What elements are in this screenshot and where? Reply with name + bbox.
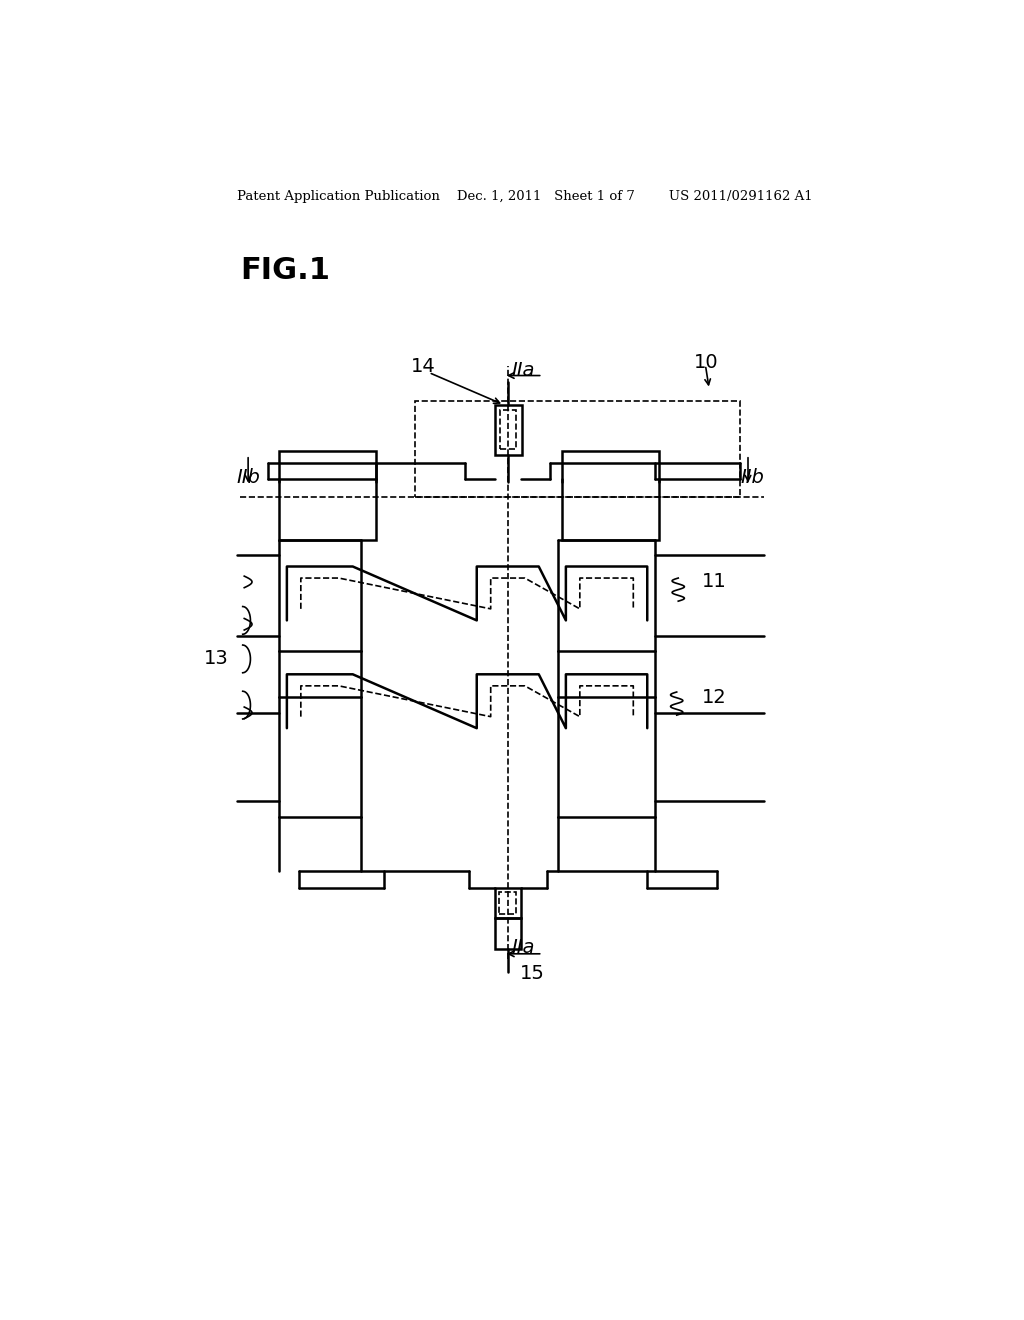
Bar	[415, 401, 740, 498]
Text: 13: 13	[204, 649, 228, 668]
Bar	[495, 919, 521, 949]
Text: IIb: IIb	[237, 469, 260, 487]
Text: IIa: IIa	[512, 939, 536, 957]
Text: Patent Application Publication    Dec. 1, 2011   Sheet 1 of 7        US 2011/029: Patent Application Publication Dec. 1, 2…	[237, 190, 813, 203]
Text: 11: 11	[701, 573, 726, 591]
Bar	[495, 887, 521, 919]
Text: 15: 15	[519, 964, 544, 982]
Bar	[500, 411, 516, 449]
Bar	[500, 892, 516, 913]
Bar	[495, 405, 521, 455]
Text: 10: 10	[693, 352, 719, 372]
Text: FIG.1: FIG.1	[241, 256, 331, 285]
Text: IIb: IIb	[740, 469, 764, 487]
Bar	[562, 451, 658, 540]
Text: 12: 12	[701, 688, 726, 708]
Bar	[280, 451, 376, 540]
Text: IIa: IIa	[512, 360, 536, 380]
Text: 14: 14	[411, 356, 435, 376]
